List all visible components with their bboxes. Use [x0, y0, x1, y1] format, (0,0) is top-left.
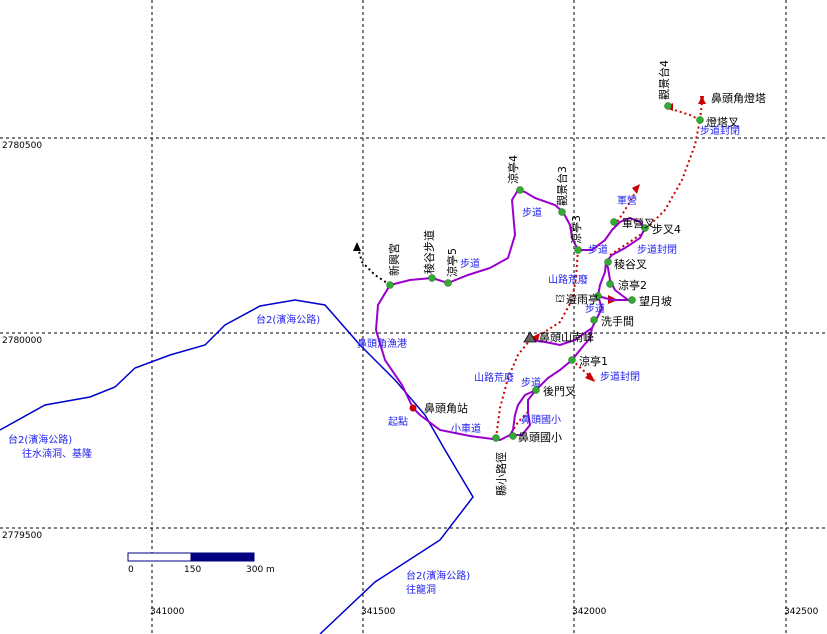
grid-y-label: 2779500: [2, 531, 42, 541]
trail-point: [696, 116, 704, 124]
grid-x-label: 341000: [150, 607, 185, 617]
label-harbor: 鼻頭角漁港: [357, 337, 407, 350]
label-school-small: 鼻頭國小: [521, 413, 561, 426]
arrow-icon: [353, 242, 361, 251]
trail-point: [574, 246, 582, 254]
arrow-icon: [632, 184, 640, 194]
label-pavilion5: 涼亭5: [445, 248, 459, 277]
label-trail-closed: 步道封閉: [637, 243, 677, 256]
label-bus-stop: 鼻頭角站: [424, 401, 468, 415]
trail-point: [590, 316, 598, 324]
label-back-gate-fork: 後門叉: [543, 384, 576, 398]
scale-bar: 0 150 300 m: [127, 552, 275, 575]
label-trail-closed: 步道封閉: [600, 370, 640, 383]
label-military: 軍營: [617, 194, 637, 207]
peak-icon: [523, 331, 537, 343]
trail-points: [386, 102, 704, 442]
shelter-icon: ⛫: [555, 292, 565, 305]
trail-point: [610, 218, 618, 226]
label-pavilion4: 涼亭4: [506, 155, 520, 184]
grid-x-label: 341500: [361, 607, 396, 617]
trail-point: [516, 186, 524, 194]
label-restroom: 洗手間: [601, 314, 634, 328]
label-trail: 步道: [460, 257, 480, 270]
label-county-road: 縣小路徑: [495, 452, 508, 496]
label-pavilion2: 涼亭2: [618, 278, 647, 292]
label-deck4: 觀景台4: [657, 60, 671, 100]
label-military-fork: 軍營叉: [622, 217, 655, 230]
trail-point: [386, 281, 394, 289]
label-south-peak: 鼻頭山南峰: [539, 330, 594, 344]
scale-label: 150: [184, 565, 201, 575]
label-lighthouse-fork: 燈塔叉: [706, 115, 739, 129]
label-trail-closed: 步道封閉: [700, 124, 740, 137]
label-trail: 步道: [522, 206, 542, 219]
trail-point: [492, 434, 500, 442]
trail-point: [606, 280, 614, 288]
label-moon-slope: 望月坡: [639, 295, 672, 308]
trail-point: [641, 224, 649, 232]
label-road: 台2(濱海公路): [8, 433, 72, 446]
scale-label: 300 m: [246, 565, 275, 575]
trail-point: [568, 356, 576, 364]
label-fork4: 步叉4: [652, 223, 681, 236]
label-temple: 新興宮: [387, 243, 401, 276]
label-ridge-fork: 稜谷叉: [614, 258, 647, 271]
grid-x-label: 342500: [784, 607, 819, 617]
lighthouse-icon: [700, 96, 704, 103]
trail-point: [444, 279, 452, 287]
label-road-small: 小車道: [451, 422, 481, 435]
place-labels: 鼻頭角燈塔 燈塔叉 軍營叉 步叉4 稜谷叉 涼亭2 望月坡 避雨亭 洗手間 鼻頭…: [387, 60, 766, 496]
highway-road: [0, 299, 474, 634]
label-road: 台2(濱海公路): [406, 569, 470, 582]
label-abandoned: 山路荒廢: [548, 273, 588, 286]
arrow-icon: [585, 372, 595, 382]
label-road: 台2(濱海公路): [256, 313, 320, 326]
label-start: 起點: [388, 415, 408, 428]
trail-point: [509, 432, 517, 440]
start-point: [409, 404, 417, 412]
trail-point: [428, 274, 436, 282]
label-road-direction: 往水湳洞、基隆: [22, 447, 92, 460]
trail-point: [558, 208, 566, 216]
route-labels: 步道封閉 軍營 步道封閉 步道封閉 步道 步道 步道 步道 步道 步道 步道 山…: [8, 124, 740, 596]
trail-point: [604, 258, 612, 266]
label-school: 鼻頭國小: [518, 430, 562, 444]
label-trail: 步道: [585, 302, 605, 315]
grid-x-label: 342000: [572, 607, 607, 617]
label-ridge-trail: 稜谷步道: [422, 230, 436, 274]
label-trail: 步道: [588, 243, 608, 256]
trail-point: [594, 292, 602, 300]
grid-y-label: 2780500: [2, 141, 42, 151]
label-pavilion1: 涼亭1: [579, 354, 608, 368]
label-road-direction: 往龍洞: [406, 583, 436, 596]
label-lighthouse: 鼻頭角燈塔: [711, 91, 766, 105]
closed-trails: [495, 101, 703, 439]
label-rain-shelter: 避雨亭: [566, 292, 599, 306]
label-abandoned: 山路荒廢: [474, 371, 514, 384]
trail-point: [664, 102, 672, 110]
trail-point: [532, 386, 540, 394]
trail-point: [628, 296, 636, 304]
label-deck3: 觀景台3: [555, 166, 569, 206]
label-pavilion3: 涼亭3: [569, 215, 583, 244]
grid-y-label: 2780000: [2, 336, 42, 346]
arrow-icon: [530, 333, 540, 341]
label-trail: 步道: [521, 376, 541, 389]
scale-label: 0: [128, 565, 134, 575]
